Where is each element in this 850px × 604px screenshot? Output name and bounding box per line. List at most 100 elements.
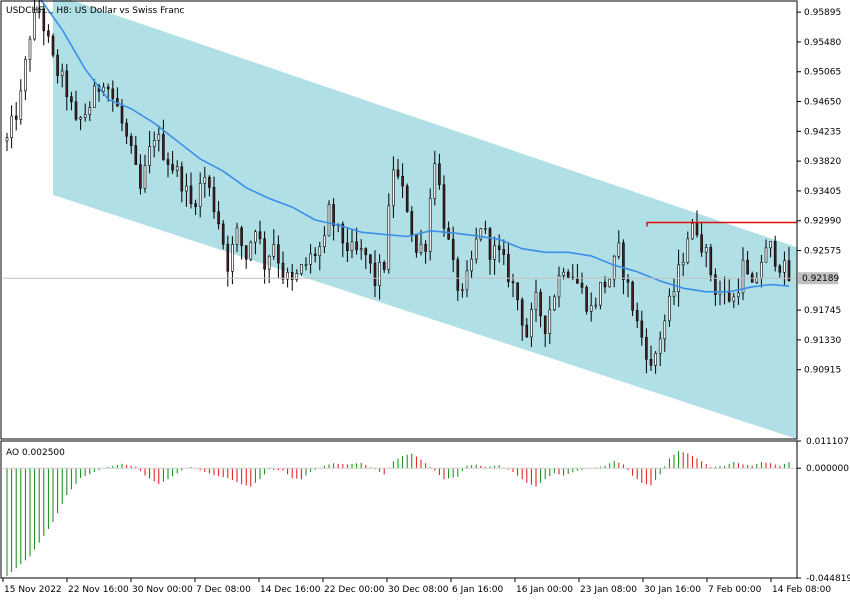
candle-body (203, 176, 207, 184)
candle-body (350, 241, 354, 252)
ao-axis[interactable]: 0.011107 0.000000 -0.044819 (797, 437, 850, 584)
candle-body (171, 164, 174, 171)
candle-body (56, 54, 59, 76)
candle-body (382, 262, 386, 270)
candle-body (263, 238, 266, 270)
candle-body (318, 246, 322, 256)
candle-body (415, 234, 418, 253)
candle-body (369, 254, 372, 264)
candle-body (511, 281, 515, 284)
candle-body (599, 282, 602, 306)
candle-body (663, 320, 667, 340)
candle-body (635, 310, 639, 322)
candle-body (14, 115, 18, 120)
candle-body (737, 292, 740, 298)
candle-body (704, 247, 708, 253)
candle-body (539, 291, 542, 317)
ao-indicator-pane[interactable]: AO 0.002500 (3, 448, 797, 576)
candle-body (277, 244, 280, 264)
candle-body (19, 90, 23, 120)
time-tick-label: 22 Nov 16:00 (68, 585, 129, 595)
time-axis[interactable]: 15 Nov 2022 22 Nov 16:00 30 Nov 00:00 7 Dec… (2, 578, 831, 595)
candle-body (221, 223, 225, 245)
candle-body (534, 291, 538, 310)
current-price-label-bg (798, 272, 838, 285)
candle-body (175, 166, 179, 171)
candle-body (272, 244, 276, 257)
ao-pane-frame (0, 440, 798, 579)
price-tick-label: 0.91330 (804, 336, 841, 346)
candle-body (769, 241, 772, 249)
candle-body (612, 255, 616, 280)
candle-body (617, 242, 621, 257)
resistance-line[interactable] (646, 221, 797, 227)
candle-body (396, 169, 400, 177)
moving-average-line[interactable] (7, 0, 790, 293)
candle-body (576, 278, 579, 284)
time-tick-label: 15 Nov 2022 (4, 585, 62, 595)
candle-body (185, 185, 188, 192)
candle-body (516, 282, 519, 301)
price-tick-label: 0.95480 (804, 38, 841, 48)
candle-body (608, 278, 611, 288)
candle-body (654, 352, 657, 366)
candle-body (125, 122, 128, 137)
candle-body (106, 86, 110, 90)
candle-body (461, 289, 464, 292)
price-tick-label: 0.94235 (804, 127, 841, 137)
candle-body (428, 198, 432, 252)
candle-body (93, 85, 96, 108)
candle-body (438, 163, 441, 185)
candle-body (658, 338, 662, 354)
candle-body (313, 253, 317, 256)
candle-body (180, 166, 184, 192)
ao-tick-label: 0.000000 (806, 464, 849, 474)
candle-body (143, 165, 147, 189)
candle-body (355, 241, 358, 251)
candle-body (226, 243, 230, 272)
candle-body (456, 259, 460, 291)
candle-body (645, 336, 648, 360)
candle-body (111, 88, 115, 99)
candle-body (488, 228, 492, 260)
candle-body (562, 271, 565, 276)
candle-body (373, 262, 377, 286)
time-tick-label: 6 Jan 16:00 (452, 585, 504, 595)
regression-channel[interactable] (53, 0, 797, 439)
candle-body (727, 290, 731, 302)
candle-body (51, 35, 55, 56)
price-axis[interactable]: 0.95895 0.95480 0.95065 0.94650 0.94235 0.938… (797, 8, 841, 376)
candle-body (447, 227, 450, 240)
candle-body (102, 86, 105, 92)
candle-body (557, 275, 561, 298)
price-tick-label: 0.92575 (804, 247, 841, 257)
candle-body (231, 244, 234, 272)
time-tick-label: 16 Jan 00:00 (516, 585, 573, 595)
candle-body (668, 295, 671, 322)
ao-title: AO 0.002500 (6, 448, 65, 458)
main-price-pane[interactable]: USDCHF..., H8: US Dollar vs Swiss Franc (3, 0, 797, 439)
candle-body (714, 274, 717, 295)
candle-body (433, 163, 437, 199)
candle-body (157, 134, 161, 141)
candle-body (493, 245, 496, 260)
candle-body (79, 117, 82, 120)
price-tick-label: 0.90915 (804, 366, 841, 376)
candle-body (686, 238, 690, 263)
candle-body (709, 247, 713, 275)
candle-body (83, 114, 87, 118)
candle-body (304, 264, 308, 266)
candle-body (553, 296, 556, 311)
chart-title: USDCHF..., H8: US Dollar vs Swiss Franc (6, 6, 185, 16)
candle-body (60, 70, 64, 76)
candle-body (139, 164, 142, 189)
candle-body (120, 105, 124, 124)
candle-body (189, 185, 193, 204)
price-tick-label: 0.95895 (804, 8, 841, 18)
candle-body (718, 292, 722, 295)
candle-body (359, 248, 363, 251)
main-pane-frame (0, 0, 798, 440)
candle-body (290, 272, 294, 281)
